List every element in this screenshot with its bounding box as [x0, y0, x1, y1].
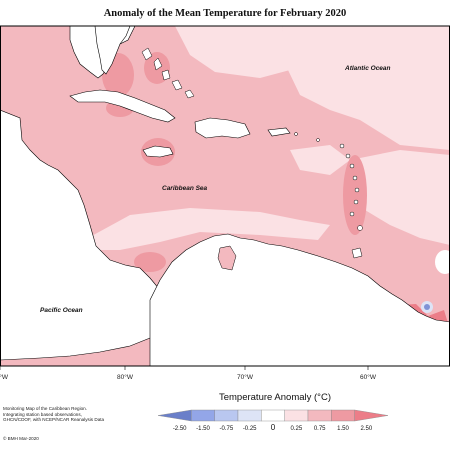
lon-tick-90w: 90°W: [0, 373, 9, 381]
anomaly-zone-cold-core: [424, 304, 430, 310]
land-cuba: [69, 89, 176, 123]
land-florida: [94, 26, 131, 75]
legend-level-label: 0.75: [314, 426, 326, 432]
anomaly-zone-light-caribbean-east: [290, 145, 350, 175]
land-central-america: [0, 109, 176, 361]
land-trinidad: [351, 247, 363, 259]
anomaly-zone-warm-colombia: [134, 252, 166, 272]
label-pacific-ocean: Pacific Ocean: [40, 307, 83, 314]
legend-swatch: [261, 409, 285, 422]
anomaly-zone-light-south: [88, 208, 330, 250]
legend-level-label: -0.25: [243, 426, 257, 432]
map-title: Anomaly of the Mean Temperature for Febr…: [103, 8, 347, 19]
anomaly-zone-light-east: [350, 150, 450, 245]
legend-swatch: [237, 409, 262, 422]
land-bahamas: [141, 47, 195, 99]
land-hispaniola: [194, 117, 251, 139]
legend-level-label: 2.50: [360, 426, 372, 432]
longitude-axis: 90°W 80°W 70°W 60°W: [0, 366, 377, 381]
legend-level-label: 0.25: [290, 426, 302, 432]
credit-line: GHCN/CDOF, with NCEP/NCAR Reanalysis Dat…: [3, 417, 105, 423]
lon-tick-70w: 70°W: [237, 373, 254, 381]
lon-tick-60w: 60°W: [360, 373, 377, 381]
land-lesser-antilles: [294, 132, 363, 231]
anomaly-zone-warm-lesser-antilles: [343, 155, 367, 235]
legend-title: Temperature Anomaly (°C): [218, 392, 332, 403]
anomaly-zone-light-east-edge: [435, 250, 450, 274]
legend-swatch: [331, 409, 355, 422]
legend-level-label: -0.75: [219, 426, 233, 432]
legend-swatch: [307, 409, 332, 422]
land-puerto-rico: [267, 127, 291, 137]
legend-level-label: 0: [271, 423, 276, 432]
lon-tick-80w: 80°W: [117, 373, 134, 381]
legend-swatch: [191, 409, 215, 422]
label-atlantic-ocean: Atlantic Ocean: [344, 65, 391, 72]
legend-swatch: [214, 409, 239, 422]
credit-date: © BMH Mar-2020: [3, 436, 39, 441]
legend-swatch: [284, 409, 309, 422]
land-maracaibo-inlet: [217, 245, 237, 271]
anomaly-zone-light-ne: [282, 26, 450, 150]
label-caribbean-sea: Caribbean Sea: [162, 185, 208, 192]
legend-swatch: [354, 409, 389, 422]
legend-colorbar: [157, 409, 389, 422]
credit-line: Monitoring Map of the Caribbean Region.: [3, 406, 88, 411]
credit-text: Monitoring Map of the Caribbean Region. …: [3, 406, 123, 423]
legend-level-label: -2.50: [173, 426, 187, 432]
legend-labels: -2.50 -1.50 -0.75 -0.25 0 0.25 0.75 1.50 2.50: [173, 423, 373, 432]
legend-level-label: 1.50: [337, 426, 349, 432]
credit-line: Integrating station based observations,: [3, 411, 82, 417]
land-jamaica: [142, 145, 174, 158]
legend-level-label: -1.50: [196, 426, 210, 432]
legend-swatch: [157, 409, 192, 422]
map-body: [0, 26, 450, 366]
anomaly-zone-light-central: [175, 26, 290, 78]
